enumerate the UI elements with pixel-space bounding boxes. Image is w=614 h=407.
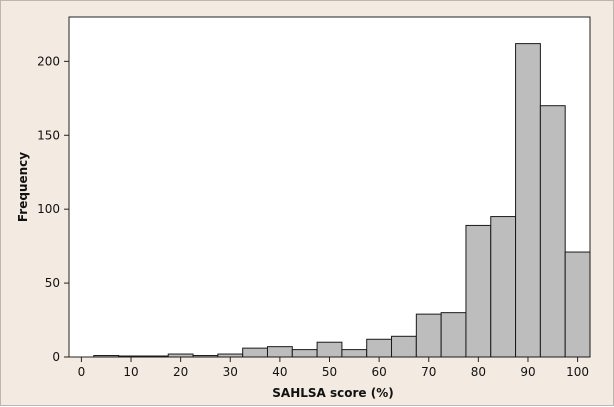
histogram-bar: [291, 349, 318, 358]
x-tick-label: 40: [272, 365, 287, 379]
x-axis-title: SAHLSA score (%): [272, 386, 393, 400]
x-tick-label: 10: [123, 365, 138, 379]
histogram-bar: [316, 341, 343, 358]
histogram-bar: [341, 349, 368, 358]
y-tick-label: 0: [52, 350, 60, 364]
y-axis: 0 50 100 150 200: [37, 54, 69, 364]
histogram-bar: [564, 251, 591, 358]
x-tick-label: 60: [371, 365, 386, 379]
histogram-bar: [118, 355, 144, 358]
x-tick-label: 30: [223, 365, 238, 379]
y-tick-label: 50: [45, 276, 60, 290]
histogram-bar: [192, 355, 219, 358]
y-tick-label: 100: [37, 202, 60, 216]
x-axis: 0 10 20 30 40 50 60 70 80 90 100: [78, 357, 589, 379]
histogram-bar: [167, 353, 194, 358]
x-tick-label: 90: [520, 365, 535, 379]
histogram-bar: [465, 224, 492, 358]
histogram-bar: [266, 346, 293, 358]
histogram-bar: [217, 353, 244, 358]
histogram-bar: [142, 355, 169, 358]
y-axis-title: Frequency: [16, 152, 30, 222]
x-tick-label: 70: [421, 365, 436, 379]
histogram-bar: [490, 216, 517, 358]
histogram-bar: [242, 347, 268, 358]
x-tick-label: 20: [173, 365, 188, 379]
y-tick-label: 200: [37, 54, 60, 68]
y-tick-label: 150: [37, 128, 60, 142]
x-tick-label: 100: [566, 365, 589, 379]
x-tick-label: 0: [78, 365, 86, 379]
histogram-bar: [440, 312, 467, 358]
histogram-bar: [515, 43, 541, 358]
bars-group: [93, 43, 591, 358]
x-tick-label: 50: [322, 365, 337, 379]
histogram-bar: [415, 313, 442, 358]
histogram-bar: [391, 335, 417, 358]
x-tick-label: 80: [471, 365, 486, 379]
histogram-bar: [539, 105, 566, 358]
histogram-bar: [366, 338, 393, 358]
histogram-bar: [93, 355, 120, 358]
